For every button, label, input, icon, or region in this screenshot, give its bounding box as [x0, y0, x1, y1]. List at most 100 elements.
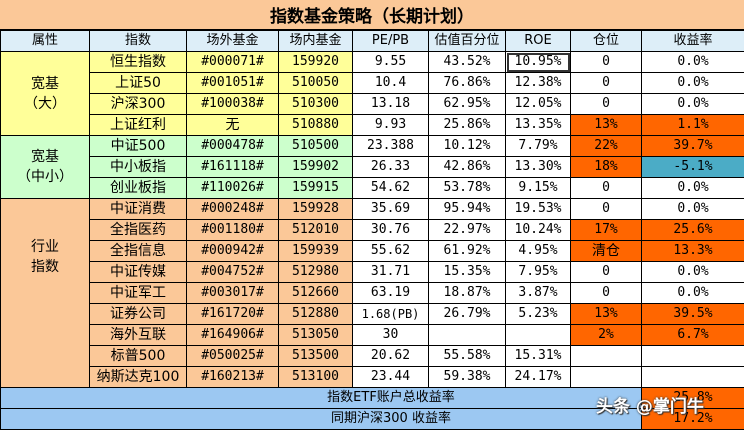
cell-roe[interactable]: 5.23%: [506, 304, 571, 325]
cell-exchange-fund[interactable]: 510880: [279, 115, 353, 136]
cell-otc-fund[interactable]: #001180#: [187, 220, 279, 241]
cell-exchange-fund[interactable]: 159920: [279, 52, 353, 73]
cell-pe-pb[interactable]: 9.93: [353, 115, 429, 136]
cell-roe[interactable]: 9.15%: [506, 178, 571, 199]
cell-valuation-pct[interactable]: 43.52%: [429, 52, 506, 73]
cell-otc-fund[interactable]: #161720#: [187, 304, 279, 325]
cell-position[interactable]: [571, 367, 642, 388]
cell-valuation-pct[interactable]: 25.86%: [429, 115, 506, 136]
cell-return[interactable]: [642, 346, 744, 367]
cell-roe[interactable]: [506, 325, 571, 346]
cell-return[interactable]: 1.1%: [642, 115, 744, 136]
cell-exchange-fund[interactable]: 159902: [279, 157, 353, 178]
header-pe-pb[interactable]: PE/PB: [353, 31, 429, 52]
cell-otc-fund[interactable]: #003017#: [187, 283, 279, 304]
cell-roe[interactable]: 12.05%: [506, 94, 571, 115]
group-cell-large-cap[interactable]: 宽基 （大）: [1, 52, 90, 136]
group-cell-sector[interactable]: 行业 指数: [1, 199, 90, 388]
cell-index[interactable]: 全指医药: [90, 220, 187, 241]
cell-position[interactable]: 13%: [571, 304, 642, 325]
group-cell-mid-small-cap[interactable]: 宽基 （中小）: [1, 136, 90, 199]
cell-valuation-pct[interactable]: 55.58%: [429, 346, 506, 367]
cell-position[interactable]: 0: [571, 178, 642, 199]
cell-position[interactable]: 18%: [571, 157, 642, 178]
cell-exchange-fund[interactable]: 510050: [279, 73, 353, 94]
cell-index[interactable]: 恒生指数: [90, 52, 187, 73]
cell-exchange-fund[interactable]: 512010: [279, 220, 353, 241]
cell-roe[interactable]: 12.38%: [506, 73, 571, 94]
cell-return[interactable]: 0.0%: [642, 94, 744, 115]
cell-index[interactable]: 中证军工: [90, 283, 187, 304]
cell-roe[interactable]: 3.87%: [506, 283, 571, 304]
cell-valuation-pct[interactable]: 42.86%: [429, 157, 506, 178]
cell-otc-fund[interactable]: #110026#: [187, 178, 279, 199]
cell-pe-pb[interactable]: 31.71: [353, 262, 429, 283]
cell-roe[interactable]: 19.53%: [506, 199, 571, 220]
summary-value[interactable]: 17.2%: [642, 409, 744, 430]
cell-position[interactable]: 17%: [571, 220, 642, 241]
cell-position[interactable]: 2%: [571, 325, 642, 346]
cell-roe[interactable]: 24.17%: [506, 367, 571, 388]
cell-exchange-fund[interactable]: 510500: [279, 136, 353, 157]
summary-label[interactable]: 同期沪深300 收益率: [1, 409, 642, 430]
header-otc-fund[interactable]: 场外基金: [187, 31, 279, 52]
cell-index[interactable]: 海外互联: [90, 325, 187, 346]
cell-return[interactable]: 0.0%: [642, 283, 744, 304]
cell-otc-fund[interactable]: #001051#: [187, 73, 279, 94]
cell-pe-pb[interactable]: 1.68(PB): [353, 304, 429, 325]
cell-return[interactable]: 39.7%: [642, 136, 744, 157]
cell-valuation-pct[interactable]: 15.35%: [429, 262, 506, 283]
cell-return[interactable]: [642, 367, 744, 388]
cell-otc-fund[interactable]: #000942#: [187, 241, 279, 262]
cell-otc-fund[interactable]: #160213#: [187, 367, 279, 388]
cell-roe[interactable]: 13.30%: [506, 157, 571, 178]
cell-pe-pb[interactable]: 55.62: [353, 241, 429, 262]
cell-pe-pb[interactable]: 10.4: [353, 73, 429, 94]
cell-return[interactable]: 0.0%: [642, 52, 744, 73]
cell-position[interactable]: 0: [571, 94, 642, 115]
cell-exchange-fund[interactable]: 513100: [279, 367, 353, 388]
cell-index[interactable]: 上证50: [90, 73, 187, 94]
cell-exchange-fund[interactable]: 512660: [279, 283, 353, 304]
cell-otc-fund[interactable]: #000071#: [187, 52, 279, 73]
header-valuation-percentile[interactable]: 估值百分位: [429, 31, 506, 52]
cell-return[interactable]: -5.1%: [642, 157, 744, 178]
cell-pe-pb[interactable]: 20.62: [353, 346, 429, 367]
cell-index[interactable]: 全指信息: [90, 241, 187, 262]
cell-valuation-pct[interactable]: 95.94%: [429, 199, 506, 220]
cell-exchange-fund[interactable]: 512880: [279, 304, 353, 325]
cell-pe-pb[interactable]: 35.69: [353, 199, 429, 220]
summary-label[interactable]: 指数ETF账户总收益率: [1, 388, 642, 409]
header-index[interactable]: 指数: [90, 31, 187, 52]
cell-otc-fund[interactable]: #161118#: [187, 157, 279, 178]
cell-otc-fund[interactable]: #000478#: [187, 136, 279, 157]
cell-pe-pb[interactable]: 54.62: [353, 178, 429, 199]
cell-exchange-fund[interactable]: 512980: [279, 262, 353, 283]
cell-otc-fund[interactable]: #004752#: [187, 262, 279, 283]
header-exchange-fund[interactable]: 场内基金: [279, 31, 353, 52]
cell-index[interactable]: 中证消费: [90, 199, 187, 220]
cell-position[interactable]: 0: [571, 52, 642, 73]
cell-position[interactable]: 0: [571, 199, 642, 220]
cell-valuation-pct[interactable]: 62.95%: [429, 94, 506, 115]
cell-return[interactable]: 0.0%: [642, 199, 744, 220]
cell-valuation-pct[interactable]: 22.97%: [429, 220, 506, 241]
cell-return[interactable]: 25.6%: [642, 220, 744, 241]
cell-roe[interactable]: 4.95%: [506, 241, 571, 262]
cell-pe-pb[interactable]: 30: [353, 325, 429, 346]
header-attribute[interactable]: 属性: [1, 31, 90, 52]
cell-valuation-pct[interactable]: 26.79%: [429, 304, 506, 325]
cell-valuation-pct[interactable]: 59.38%: [429, 367, 506, 388]
cell-index[interactable]: 中证传媒: [90, 262, 187, 283]
cell-roe-selected[interactable]: 10.95%: [506, 52, 571, 73]
cell-index[interactable]: 纳斯达克100: [90, 367, 187, 388]
cell-return[interactable]: 39.5%: [642, 304, 744, 325]
cell-roe[interactable]: 7.79%: [506, 136, 571, 157]
cell-exchange-fund[interactable]: 159939: [279, 241, 353, 262]
cell-roe[interactable]: 10.24%: [506, 220, 571, 241]
header-return[interactable]: 收益率: [642, 31, 744, 52]
cell-pe-pb[interactable]: 13.18: [353, 94, 429, 115]
cell-valuation-pct[interactable]: 18.87%: [429, 283, 506, 304]
cell-otc-fund[interactable]: #000248#: [187, 199, 279, 220]
cell-return[interactable]: 0.0%: [642, 262, 744, 283]
